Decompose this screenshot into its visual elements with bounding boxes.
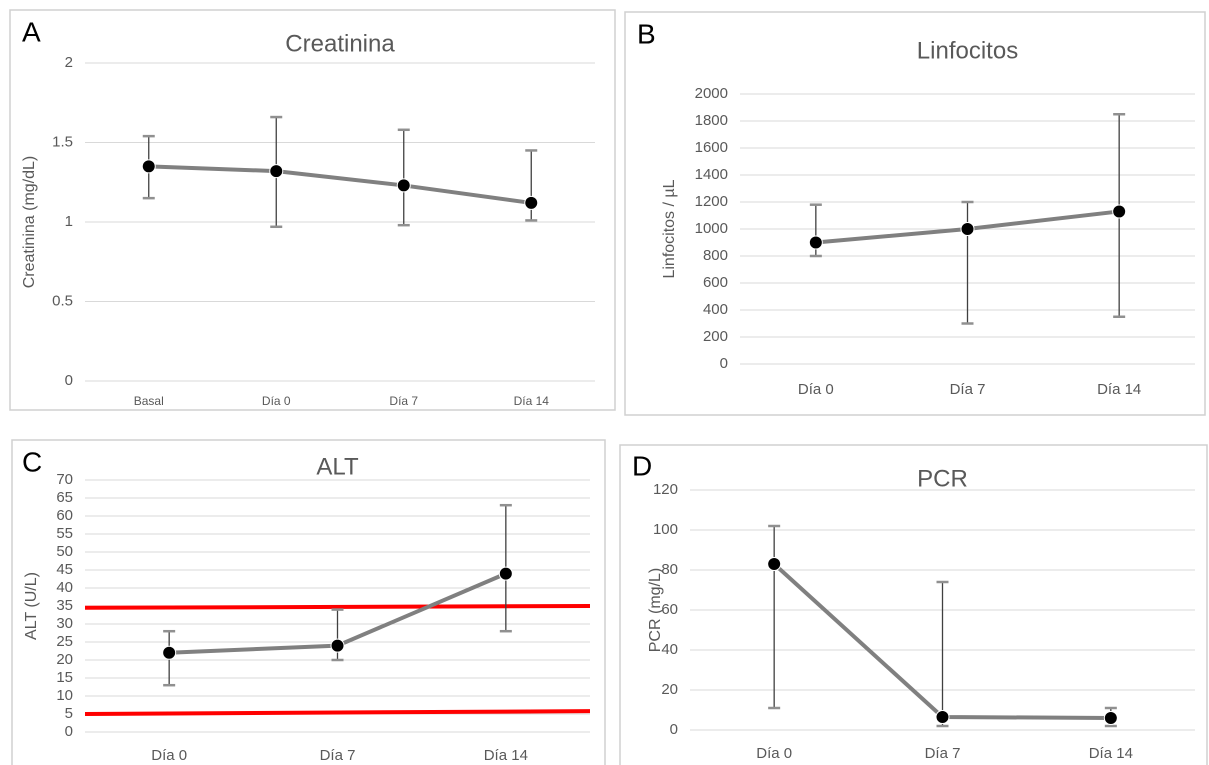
y-tick-label: 50: [56, 543, 73, 560]
x-tick-label: Día 14: [1097, 381, 1141, 398]
data-point: [498, 566, 513, 581]
y-tick-label: 800: [703, 247, 728, 264]
y-tick-label: 1600: [695, 139, 728, 156]
y-tick-label: 0.5: [52, 292, 73, 309]
data-point: [330, 638, 345, 653]
y-tick-label: 15: [56, 669, 73, 686]
panel-frame: [9, 9, 616, 411]
y-tick-label: 1800: [695, 112, 728, 129]
x-tick-label: Día 7: [320, 747, 356, 764]
data-point: [141, 159, 156, 174]
y-tick-label: 10: [56, 687, 73, 704]
data-point: [1112, 204, 1127, 219]
reference-line: [84, 709, 591, 716]
data-point: [808, 235, 823, 250]
y-tick-label: 0: [65, 372, 73, 389]
y-tick-label: 40: [661, 641, 678, 658]
x-tick-label: Día 14: [1089, 745, 1133, 762]
data-point: [524, 195, 539, 210]
chart-title: Creatinina: [285, 30, 395, 57]
panel-letter: D: [632, 450, 652, 481]
y-tick-label: 200: [703, 328, 728, 345]
y-tick-label: 25: [56, 633, 73, 650]
y-tick-label: 2000: [695, 85, 728, 102]
y-tick-label: 80: [661, 561, 678, 578]
y-tick-label: 1: [65, 213, 73, 230]
y-tick-label: 1400: [695, 166, 728, 183]
panel-letter: A: [22, 16, 41, 47]
y-tick-label: 600: [703, 274, 728, 291]
y-tick-label: 1000: [695, 220, 728, 237]
chart-title: PCR: [917, 465, 968, 492]
y-tick-label: 1200: [695, 193, 728, 210]
data-point: [1103, 711, 1118, 725]
x-tick-label: Día 7: [950, 381, 986, 398]
x-tick-label: Día 0: [262, 394, 291, 408]
y-tick-label: 0: [670, 721, 678, 738]
panel-frame: [11, 439, 606, 765]
reference-line: [84, 604, 591, 610]
y-tick-label: 0: [720, 355, 728, 372]
y-tick-label: 400: [703, 301, 728, 318]
x-tick-label: Día 0: [798, 381, 834, 398]
panel-letter: C: [22, 446, 42, 477]
y-tick-label: 65: [56, 489, 73, 506]
chart-title: ALT: [316, 453, 359, 480]
series-line: [148, 164, 532, 205]
data-point: [960, 222, 975, 236]
panel-frame: [624, 11, 1206, 416]
x-tick-label: Día 14: [484, 747, 528, 764]
y-axis-label: Linfocitos / µL: [661, 179, 678, 278]
x-tick-label: Día 0: [756, 745, 792, 762]
panel-frame: [619, 444, 1208, 765]
y-tick-label: 120: [653, 481, 678, 498]
y-tick-label: 55: [56, 525, 73, 542]
y-tick-label: 30: [56, 615, 73, 632]
y-tick-label: 35: [56, 597, 73, 614]
data-point: [269, 164, 284, 179]
y-tick-label: 20: [661, 681, 678, 698]
panel-letter: B: [637, 18, 656, 49]
y-tick-label: 60: [56, 507, 73, 524]
x-tick-label: Basal: [134, 394, 164, 408]
chart-title: Linfocitos: [917, 37, 1018, 64]
y-tick-label: 1.5: [52, 133, 73, 150]
data-point: [767, 557, 782, 571]
y-tick-label: 70: [56, 471, 73, 488]
y-tick-label: 5: [65, 705, 73, 722]
y-tick-label: 2: [65, 54, 73, 71]
y-axis-label: PCR (mg/L): [647, 568, 664, 652]
data-point: [396, 178, 411, 193]
x-tick-label: Día 0: [151, 747, 187, 764]
x-tick-label: Día 7: [389, 394, 418, 408]
data-point: [162, 645, 177, 660]
data-point: [935, 710, 950, 724]
y-tick-label: 0: [65, 723, 73, 740]
y-tick-label: 20: [56, 651, 73, 668]
x-tick-label: Día 14: [514, 394, 550, 408]
y-tick-label: 40: [56, 579, 73, 596]
y-tick-label: 45: [56, 561, 73, 578]
x-tick-label: Día 7: [925, 745, 961, 762]
y-tick-label: 100: [653, 521, 678, 538]
y-axis-label: Creatinina (mg/dL): [21, 156, 38, 289]
y-axis-label: ALT (U/L): [23, 572, 40, 640]
y-tick-label: 60: [661, 601, 678, 618]
